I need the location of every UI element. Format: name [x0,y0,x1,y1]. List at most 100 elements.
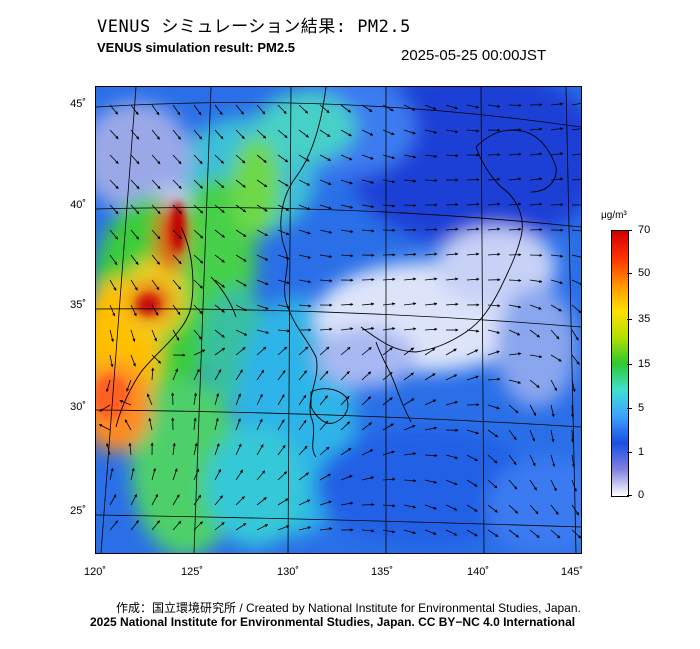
wind-arrow [403,179,417,183]
wind-arrow [172,279,182,290]
wind-arrow [529,228,543,232]
wind-arrow [550,404,555,418]
wind-arrow [424,529,437,535]
wind-arrow [193,349,206,356]
wind-arrow [570,429,575,443]
wind-arrow [508,304,522,309]
wind-arrow [277,369,286,381]
credit-japanese: 作成：国立環境研究所 / Created by National Institu… [116,601,581,615]
wind-arrow [277,471,288,481]
wind-arrow [403,372,415,381]
wind-arrow [424,104,437,110]
wind-arrow [529,379,540,388]
wind-arrow [277,129,288,139]
wind-arrow [466,227,480,231]
wind-arrow [193,154,203,165]
wind-arrow [508,352,522,356]
wind-arrow [130,229,140,240]
wind-arrow [235,179,246,188]
wind-arrow [361,179,375,184]
wind-arrow [550,152,564,156]
pm25-concentration-field [96,87,581,553]
wind-arrow [193,304,203,315]
wind-arrow [214,129,224,140]
wind-arrow [214,417,219,431]
wind-arrow [571,454,576,468]
wind-arrow [298,445,308,456]
wind-arrow [277,498,289,506]
colorbar-tick [627,495,632,496]
wind-arrow [235,347,246,356]
wind-arrow [151,354,162,364]
wind-arrow [487,479,498,489]
credit-english: 2025 National Institute for Environmenta… [90,615,576,629]
wind-arrow [298,499,311,506]
wind-arrow [403,347,415,356]
wind-arrow [98,424,111,431]
wind-arrow [571,101,581,106]
wind-arrow [277,304,291,309]
wind-arrow [298,370,307,381]
wind-arrow [487,504,498,513]
wind-arrow [382,504,396,508]
wind-arrow [403,252,417,256]
wind-arrow [445,529,458,536]
wind-arrow [256,418,263,431]
wind-arrow [235,304,248,312]
wind-arrow [172,304,181,316]
wind-arrow [298,229,311,235]
wind-arrow [382,277,396,281]
wind-arrow [550,304,562,312]
wind-arrow [445,400,459,406]
graticule [96,87,581,553]
wind-arrow [146,393,153,406]
wind-arrow [550,504,559,515]
wind-arrow [256,229,269,237]
wind-arrow [529,279,543,283]
wind-arrow [487,104,501,108]
wind-arrow [109,104,119,115]
wind-arrow [235,104,244,115]
wind-arrow [256,104,266,115]
wind-arrow [466,375,479,381]
colorbar-tick [627,452,632,453]
wind-arrow [172,179,182,189]
wind-arrow [319,446,330,456]
wind-arrow [193,129,203,140]
wind-arrow [403,203,417,207]
wind-arrow [193,204,204,214]
wind-arrow [235,154,246,164]
wind-arrow [298,154,310,162]
wind-arrow [172,442,176,456]
lon-label-140: 140˚ [466,566,490,578]
wind-arrow [466,429,480,435]
wind-arrow [466,129,480,133]
lat-label-30: 30˚ [70,401,86,413]
wind-arrow [214,154,224,164]
wind-arrow [445,252,459,256]
wind-arrow [382,302,396,306]
wind-arrow [424,453,438,458]
wind-arrow [361,347,372,356]
wind-arrow [256,254,269,261]
wind-arrow [319,179,332,185]
wind-arrow [214,254,225,263]
wind-arrow [340,447,352,456]
wind-arrow [171,392,175,406]
wind-arrow [361,104,373,112]
wind-arrow [361,204,375,209]
wind-arrow [151,179,161,190]
wind-arrow [571,304,581,314]
wind-arrow [277,525,290,531]
wind-arrow [571,354,580,365]
wind-arrow [172,494,180,506]
wind-arrow [214,329,225,338]
wind-arrow [487,252,501,256]
wind-arrow [571,379,576,393]
wind-arrow [298,472,310,481]
wind-arrow [508,152,522,156]
wind-arrow [235,329,248,336]
wind-arrow [529,454,536,467]
wind-arrow [151,493,159,506]
wind-arrow [550,102,564,106]
